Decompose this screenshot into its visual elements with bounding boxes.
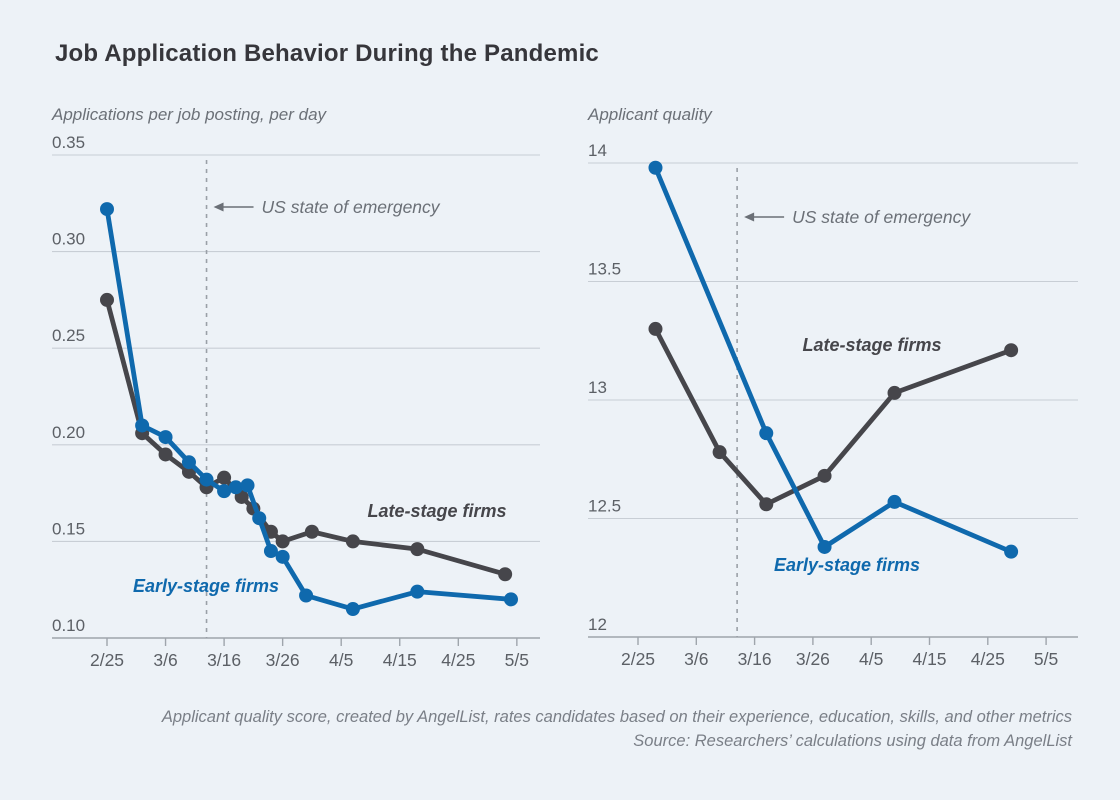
footnote-line-2: Source: Researchers’ calculations using … [633,732,1072,750]
x-tick-label: 4/25 [441,650,475,670]
footnote-line-1: Applicant quality score, created by Ange… [161,708,1072,726]
chart-quality: 12 12.5 13 13.5 14 2/25 3/6 3/16 3/26 4/5 4/15 4/25… [588,141,1078,669]
data-point-early-stage [759,426,774,441]
x-tick-label: 3/16 [207,650,241,670]
data-point-early-stage [181,455,196,470]
x-tick-label: 2/25 [621,649,655,669]
data-point-early-stage [228,480,243,495]
x-tick-label: 3/6 [153,650,177,670]
data-point-late-stage [648,321,663,336]
data-point-early-stage [887,494,902,509]
y-tick-label: 13.5 [588,260,621,279]
x-tick-label: 4/15 [383,650,417,670]
series-early-stage [100,202,518,617]
y-tick-label: 13 [588,378,607,397]
x-tick-label: 5/5 [505,650,529,670]
event-annotation-label: US state of emergency [792,207,971,227]
data-point-late-stage [817,468,832,483]
data-point-early-stage [199,472,214,487]
y-tick-label: 0.30 [52,230,85,249]
y-tick-label: 12 [588,615,607,634]
data-point-late-stage [100,292,114,307]
event-annotation-label: US state of emergency [262,197,441,217]
series-line-early-stage [104,206,514,612]
data-point-early-stage [503,592,518,607]
data-point-early-stage [217,484,232,499]
data-point-early-stage [252,511,267,526]
y-tick-label: 14 [588,141,607,160]
data-point-early-stage [345,602,360,617]
x-tick-label: 4/5 [329,650,353,670]
data-point-early-stage [1004,544,1019,559]
data-point-early-stage [158,430,173,445]
x-tick-label: 5/5 [1034,649,1058,669]
data-point-late-stage [1004,343,1019,358]
x-tick-label: 3/26 [266,650,300,670]
x-tick-label: 2/25 [90,650,124,670]
data-point-late-stage [410,542,425,557]
left-chart-y-axis-title: Applications per job posting, per day [52,105,327,124]
data-point-late-stage [759,497,774,512]
series-label-late-stage: Late-stage firms [802,335,941,355]
x-tick-label: 3/26 [796,649,830,669]
y-tick-label: 0.35 [52,133,85,152]
data-point-late-stage [887,385,902,400]
right-chart-y-axis-title: Applicant quality [588,105,712,124]
x-tick-label: 3/6 [684,649,708,669]
series-line-late-stage [653,326,1014,507]
x-tick-label: 4/5 [859,649,883,669]
data-point-late-stage [304,524,319,539]
data-point-early-stage [263,544,278,559]
data-point-late-stage [345,534,360,549]
data-point-early-stage [299,588,314,603]
series-early-stage [648,160,1019,559]
data-point-late-stage [275,534,290,549]
annotation-arrow-head [213,202,224,212]
data-point-early-stage [275,549,290,564]
y-tick-label: 0.25 [52,326,85,345]
data-point-late-stage [217,470,232,485]
y-tick-label: 12.5 [588,497,621,516]
y-tick-label: 0.20 [52,423,85,442]
data-point-late-stage [498,567,513,582]
data-point-early-stage [100,202,114,217]
y-tick-label: 0.10 [52,616,85,635]
footnotes: Applicant quality score, created by Ange… [52,705,1072,753]
data-point-early-stage [410,584,425,599]
annotation-arrow-head [744,212,755,222]
data-point-early-stage [817,539,832,554]
data-point-late-stage [712,445,727,460]
data-point-early-stage [135,418,150,433]
chart-applications: 0.10 0.15 0.20 0.25 0.30 0.35 2/25 3/6 3/16 3/26 4… [52,133,540,670]
x-tick-label: 4/15 [912,649,946,669]
series-label-early-stage: Early-stage firms [133,576,279,596]
figure-title: Job Application Behavior During the Pand… [55,40,599,67]
series-label-early-stage: Early-stage firms [774,555,920,575]
series-label-late-stage: Late-stage firms [367,501,506,521]
data-point-late-stage [158,447,173,462]
x-tick-label: 4/25 [971,649,1005,669]
data-point-early-stage [240,478,255,493]
y-tick-label: 0.15 [52,519,85,538]
x-tick-label: 3/16 [738,649,772,669]
data-point-early-stage [648,160,663,175]
series-late-stage [100,292,513,582]
